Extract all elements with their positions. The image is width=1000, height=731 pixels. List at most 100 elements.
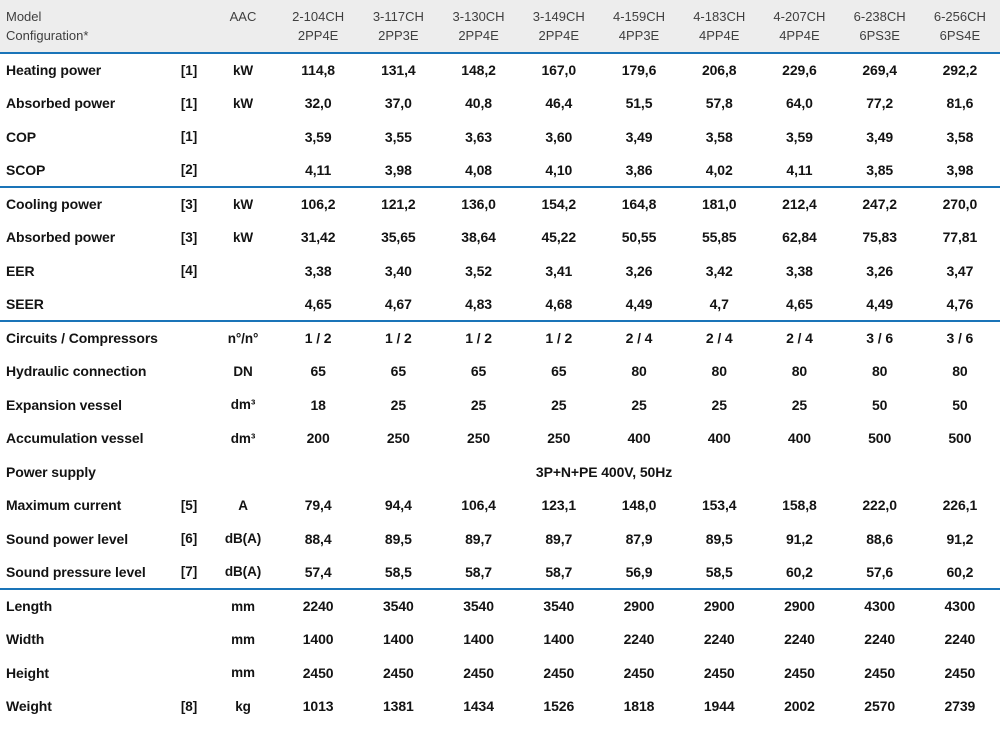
row-unit: kW <box>232 229 254 245</box>
value-cell: 212,4 <box>759 186 840 221</box>
model-config: 2PP3E <box>378 28 419 43</box>
value-cell: 4,11 <box>786 161 813 178</box>
row-note <box>170 422 208 456</box>
model-name: 4-159CH <box>612 9 666 24</box>
value-cell: 79,4 <box>304 497 332 514</box>
value-cell: 269,4 <box>862 62 897 79</box>
value-cell: 1 / 2 <box>518 320 599 355</box>
value-cell: 3,55 <box>384 128 412 145</box>
value-cell: 250 <box>386 430 410 447</box>
value-cell: 60,2 <box>786 563 813 580</box>
value-cell: 400 <box>627 430 651 447</box>
row-unit: mm <box>231 631 255 647</box>
value-cell: 153,4 <box>701 497 737 514</box>
value-cell: 55,85 <box>701 229 737 246</box>
value-cell: 3,40 <box>384 262 412 279</box>
model-column-header-6-238CH: 6-238CH 6PS3E <box>839 0 920 54</box>
value-cell: 167,0 <box>541 62 577 79</box>
value-cell: 3,49 <box>625 128 653 145</box>
value-cell: 4,49 <box>866 295 894 312</box>
table-row: Hydraulic connection DN 65 65 65 65 80 80 80 80 80 <box>0 355 1000 389</box>
value-cell: 3 / 6 <box>839 320 920 355</box>
value-cell: 40,8 <box>465 95 492 112</box>
value-cell: 2450 <box>784 664 815 681</box>
value-cell: 200 <box>306 430 330 447</box>
value-cell: 2450 <box>623 664 655 681</box>
value-cell: 158,8 <box>782 497 817 514</box>
model-config: 6PS4E <box>939 28 981 43</box>
value-cell: 500 <box>948 430 972 447</box>
row-label: Width <box>6 631 45 648</box>
value-cell: 65 <box>310 363 326 380</box>
value-cell: 2240 <box>784 631 815 648</box>
value-cell: 3,52 <box>465 262 492 279</box>
value-cell: 2900 <box>759 588 840 623</box>
value-cell: 58,5 <box>384 563 412 580</box>
row-label: EER <box>6 262 35 279</box>
value-cell: 57,8 <box>705 95 733 112</box>
value-cell: 4300 <box>919 588 1000 623</box>
row-note: [8] <box>180 698 198 714</box>
value-cell: 35,65 <box>381 229 416 246</box>
table-row: Accumulation vessel dm³ 200 250 250 250 400 400… <box>0 422 1000 456</box>
value-cell: 2900 <box>679 588 760 623</box>
value-cell: 89,7 <box>545 530 573 547</box>
value-cell: 50,55 <box>621 229 657 246</box>
model-column-header-4-159CH: 4-159CH 4PP3E <box>598 0 680 54</box>
row-note: [3] <box>170 186 209 221</box>
row-unit: mm <box>231 665 255 681</box>
table-header: Model Configuration* AAC 2-104CH 2PP4E 3-1… <box>0 0 1000 54</box>
value-cell: 57,6 <box>866 563 894 580</box>
value-cell: 1400 <box>543 631 575 648</box>
value-cell: 25 <box>551 396 567 413</box>
model-config: 2PP4E <box>458 28 499 43</box>
value-cell: 3,42 <box>705 262 733 279</box>
table-row: Maximum current [5] A 79,4 94,4 106,4 123,1 148… <box>0 489 1000 523</box>
value-cell: 3,26 <box>625 262 653 279</box>
row-label: SEER <box>6 295 44 312</box>
value-cell: 1400 <box>463 631 494 648</box>
value-cell: 3540 <box>518 588 599 623</box>
value-cell: 2240 <box>944 631 976 648</box>
value-cell: 80 <box>871 363 888 380</box>
value-cell: 58,5 <box>705 563 733 580</box>
value-cell: 60,2 <box>946 563 974 580</box>
value-cell: 88,4 <box>304 530 332 547</box>
row-note: [4] <box>180 263 198 279</box>
value-cell: 1 / 2 <box>358 320 439 355</box>
row-label: Weight <box>6 698 52 715</box>
table-row: EER [4] 3,38 3,40 3,52 3,41 3,26 3,42 3,38 3,26 3,… <box>0 254 1000 288</box>
table-row: Heating power [1] kW 114,8 131,4 148,2 167,0 17… <box>0 53 1000 87</box>
value-cell: 65 <box>470 363 487 380</box>
value-cell: 32,0 <box>304 95 332 112</box>
value-cell: 2450 <box>864 664 896 681</box>
value-cell: 123,1 <box>541 497 577 514</box>
value-cell: 2240 <box>278 588 359 623</box>
aac-column-header: AAC <box>208 0 279 54</box>
model-name: 4-183CH <box>693 9 746 24</box>
model-name: 6-238CH <box>853 9 906 24</box>
section-cooling-performance: Cooling power [3] kW 106,2 121,2 136,0 154,2 16… <box>0 186 1000 321</box>
row-note: [3] <box>180 229 198 245</box>
value-cell: 25 <box>470 396 487 413</box>
table-row: Expansion vessel dm³ 18 25 25 25 25 25 25 50 50 <box>0 388 1000 422</box>
table-row: Absorbed power [1] kW 32,0 37,0 40,8 46,4 51,5 5… <box>0 87 1000 121</box>
value-cell: 3,47 <box>946 262 974 279</box>
value-cell: 2 / 4 <box>679 320 760 355</box>
value-cell: 148,2 <box>461 62 496 79</box>
model-name: 2-104CH <box>292 9 345 24</box>
value-cell: 1013 <box>302 698 334 715</box>
value-cell: 57,4 <box>304 563 332 580</box>
value-cell: 88,6 <box>866 530 894 547</box>
row-unit: kW <box>232 62 254 78</box>
value-cell: 2240 <box>864 631 896 648</box>
value-cell: 4,10 <box>545 161 573 178</box>
value-cell: 500 <box>868 430 892 447</box>
value-cell: 4,65 <box>304 295 332 312</box>
value-cell: 2 / 4 <box>598 320 680 355</box>
value-cell: 25 <box>791 396 808 413</box>
configuration-header-line: Configuration* <box>6 28 89 43</box>
row-note <box>170 320 209 355</box>
